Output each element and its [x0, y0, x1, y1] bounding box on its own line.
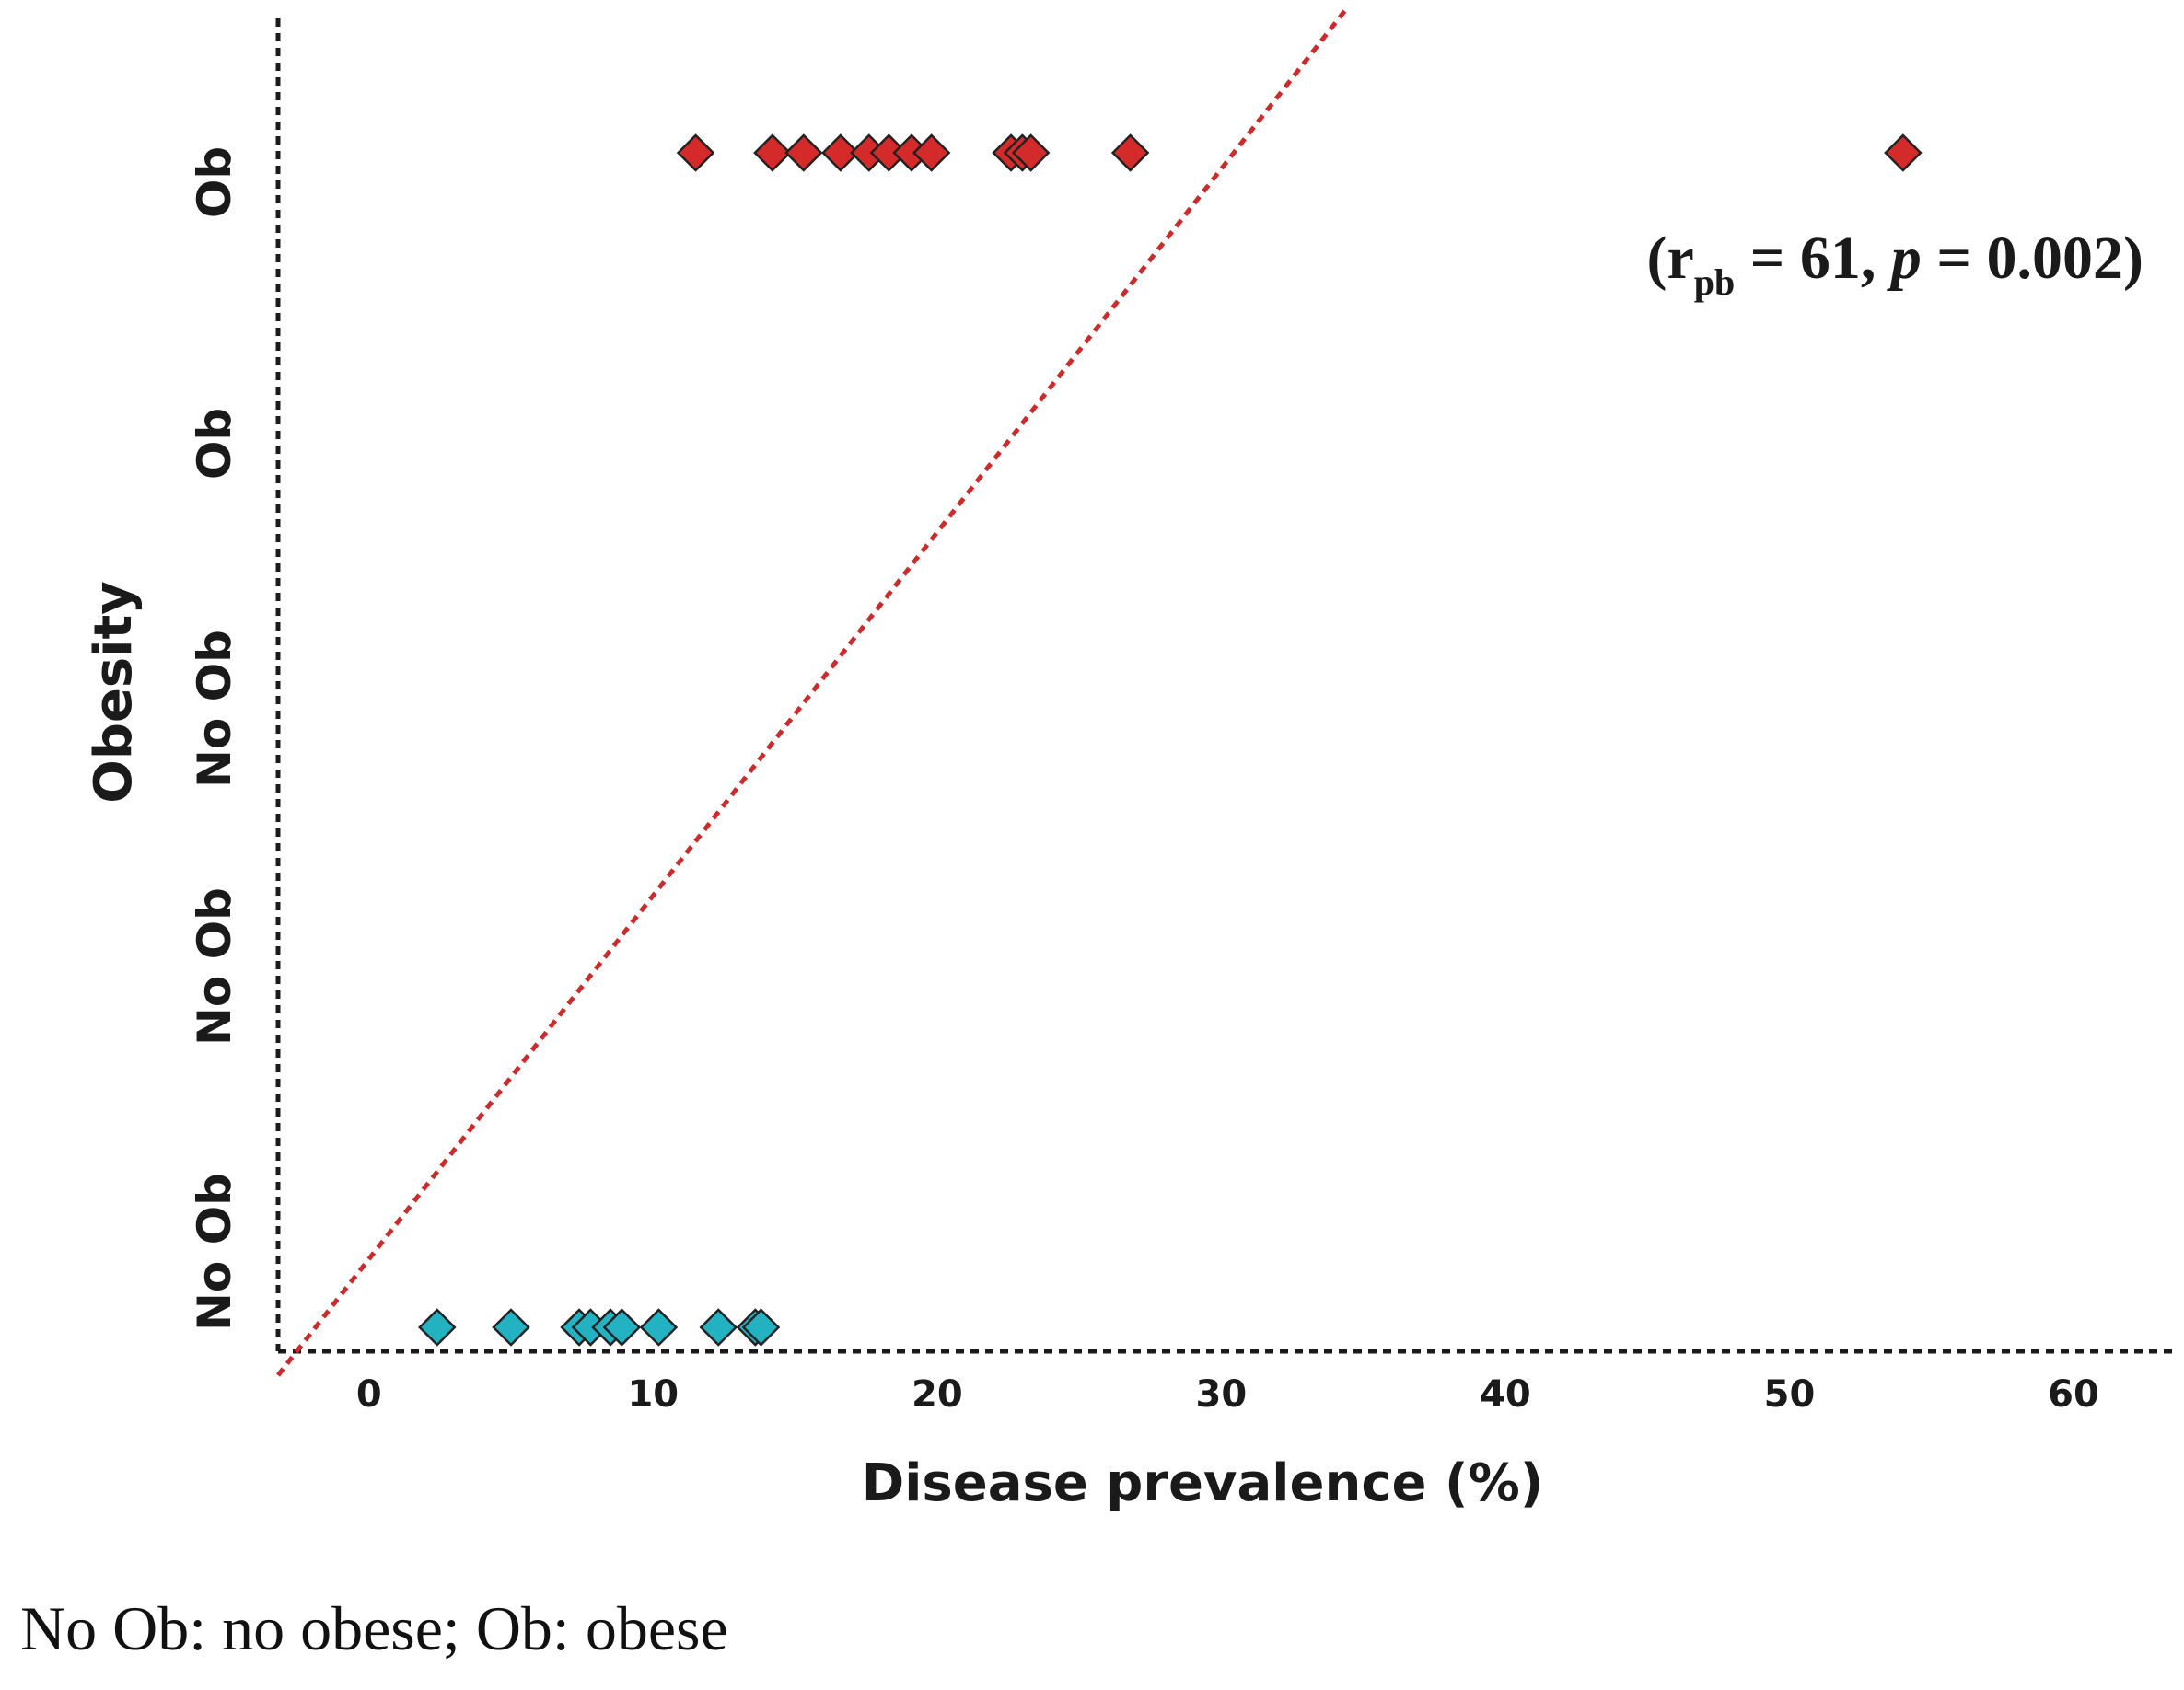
no-ob-data-point [492, 1308, 530, 1347]
y-tick-label: No Ob [188, 1173, 241, 1331]
no-ob-data-point [602, 1308, 642, 1347]
ob-data-point [821, 133, 860, 172]
y-axis-title: Obesity [84, 581, 144, 803]
y-tick-label: No Ob [188, 887, 241, 1046]
ob-data-point [1110, 133, 1150, 172]
y-tick-label: Ob [188, 146, 241, 218]
ob-data-point [1011, 133, 1051, 172]
no-ob-data-point [699, 1308, 738, 1347]
no-ob-data-point [418, 1308, 457, 1347]
ob-data-point [1884, 133, 1923, 172]
x-tick-labels: 0 10 20 30 40 50 60 [356, 1373, 2099, 1416]
ob-data-point [912, 133, 951, 172]
x-tick-label: 60 [2048, 1373, 2099, 1416]
ob-data-point [676, 133, 715, 172]
data-points [418, 133, 1923, 1347]
figure-caption: No Ob: no obese; Ob: obese [20, 1593, 728, 1663]
no-ob-data-point [639, 1308, 679, 1347]
x-axis-title: Disease prevalence (%) [862, 1453, 1544, 1513]
x-tick-label: 20 [912, 1373, 963, 1416]
ob-data-point [753, 133, 792, 172]
x-tick-label: 50 [1764, 1373, 1816, 1416]
y-tick-label: No Ob [188, 630, 241, 788]
y-tick-label: Ob [188, 408, 241, 480]
trend-line [276, 7, 1349, 1377]
x-tick-label: 30 [1196, 1373, 1248, 1416]
x-tick-label: 0 [356, 1373, 382, 1416]
no-ob-data-point [741, 1308, 781, 1347]
x-tick-label: 40 [1480, 1373, 1531, 1416]
x-tick-label: 10 [627, 1373, 679, 1416]
ob-data-point [784, 133, 823, 172]
correlation-annotation: (rpb = 61, p = 0.002) [1647, 225, 2143, 303]
y-tick-labels: No Ob No Ob No Ob Ob Ob [188, 146, 241, 1331]
